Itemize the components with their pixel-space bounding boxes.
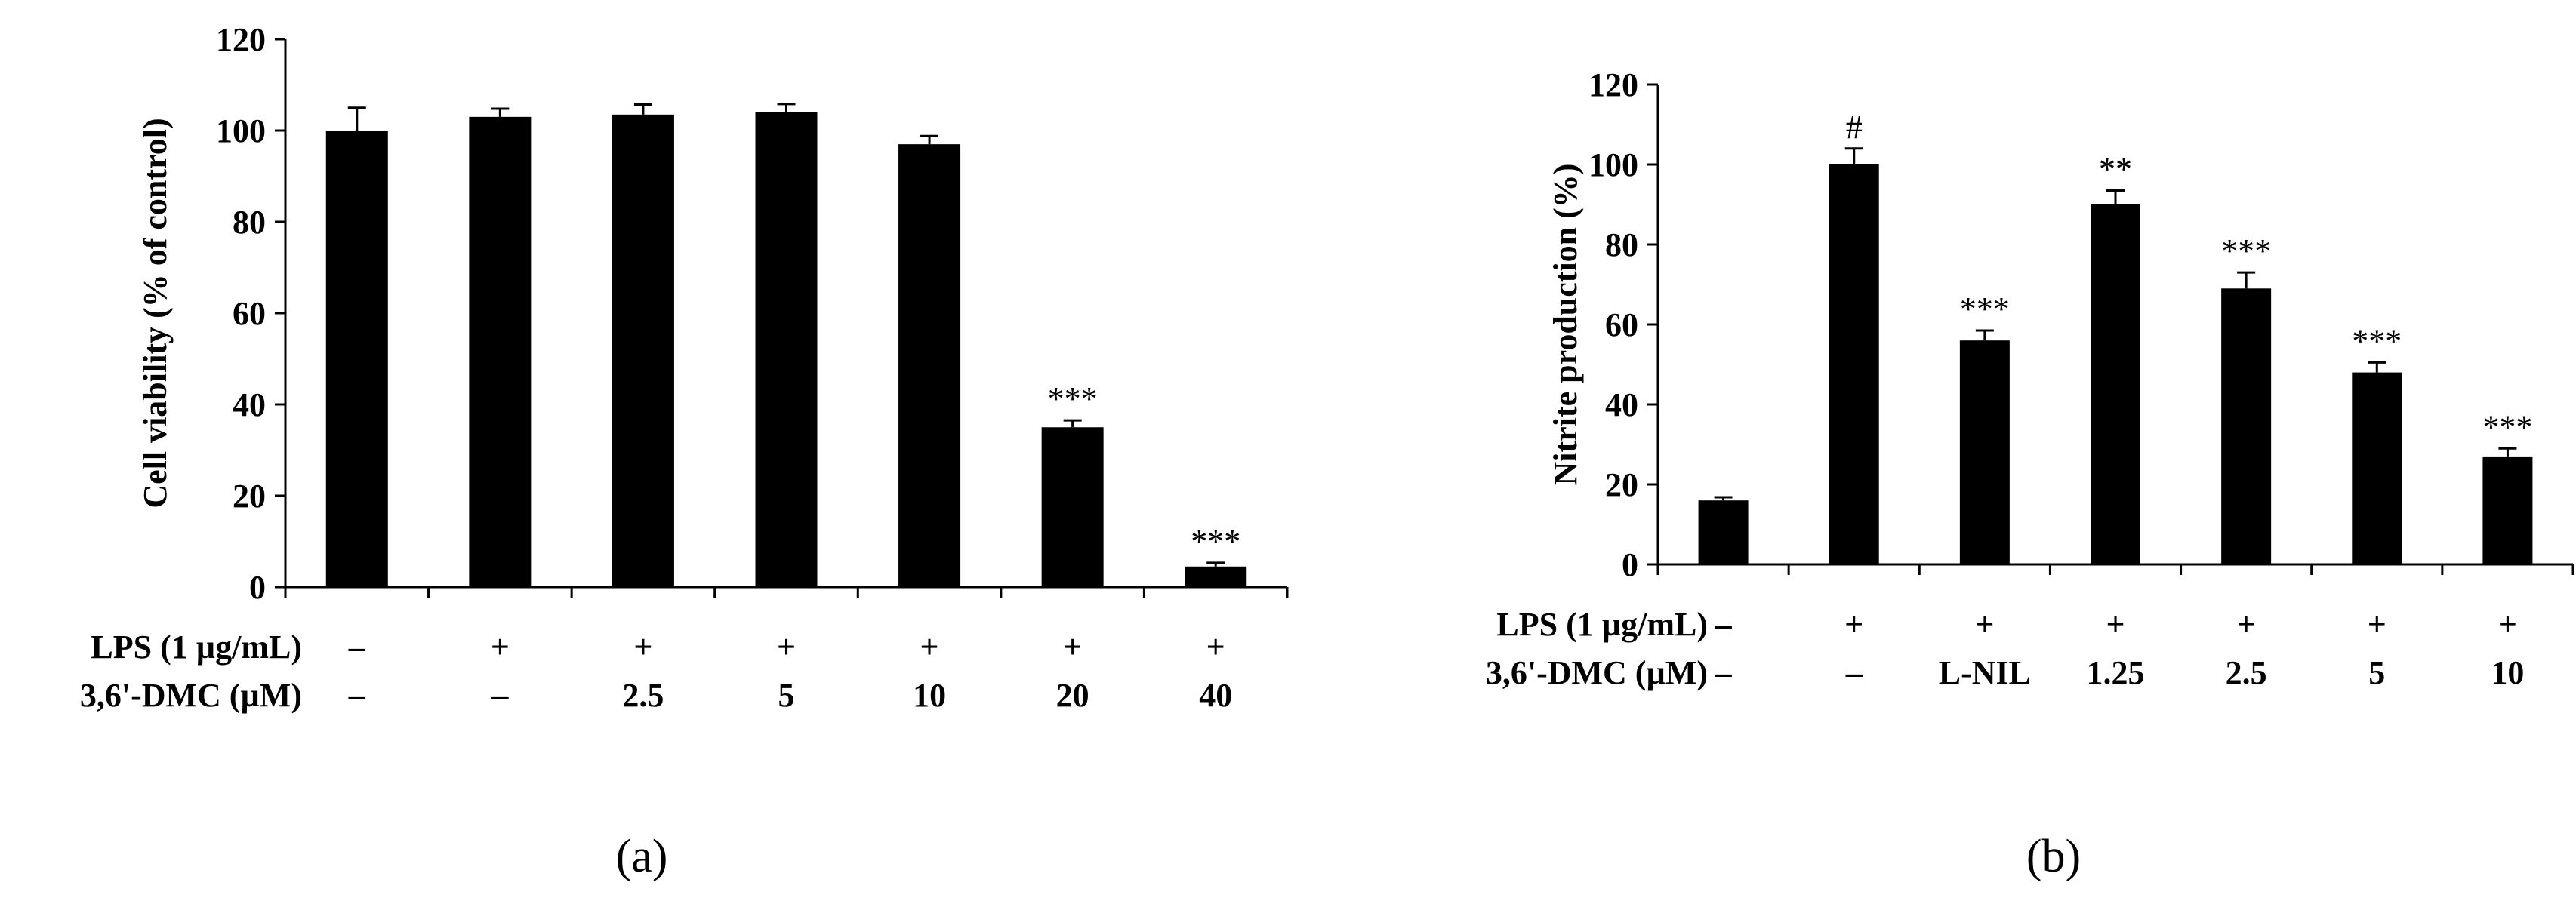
bar <box>2221 288 2272 564</box>
bar <box>2352 372 2402 564</box>
significance-marker: *** <box>1960 291 2010 327</box>
condition-value: 2.5 <box>622 677 664 714</box>
condition-value: + <box>1844 606 1863 643</box>
condition-value: + <box>491 629 510 666</box>
chart-a-cell-viability: 0 20 40 60 80 100 120 *** *** Cell viability (% o… <box>80 21 1289 882</box>
bar <box>2482 456 2533 564</box>
y-tick-label: 60 <box>1605 306 1638 343</box>
y-tick-label: 20 <box>233 478 266 515</box>
condition-value: + <box>2498 606 2517 643</box>
condition-row-label: 3,6'-DMC (µM) <box>80 677 302 714</box>
y-tick-label: 80 <box>233 204 266 241</box>
condition-value: + <box>1975 606 1994 643</box>
significance-marker: *** <box>2221 232 2271 269</box>
y-tick-label: 0 <box>249 569 266 606</box>
bar <box>469 116 532 588</box>
bar <box>898 144 961 587</box>
condition-value: 40 <box>1199 677 1232 714</box>
significance-marker: *** <box>1048 380 1098 417</box>
bar <box>1698 500 1749 564</box>
y-tick-label: 100 <box>1588 146 1638 183</box>
y-tick-label: 0 <box>1622 546 1638 583</box>
y-tick-label: 40 <box>1605 386 1638 423</box>
condition-value: + <box>2368 606 2386 643</box>
y-tick-label: 20 <box>1605 466 1638 503</box>
bar <box>1829 164 1879 564</box>
condition-value: – <box>348 629 366 666</box>
y-tick-label: 40 <box>233 386 266 423</box>
panel-label: (a) <box>616 831 668 882</box>
significance-marker: ** <box>2099 150 2132 187</box>
condition-value: 20 <box>1056 677 1089 714</box>
condition-value: L-NIL <box>1939 654 2031 691</box>
condition-value: + <box>777 629 796 666</box>
condition-value: – <box>1715 606 1733 643</box>
bar <box>1959 340 2010 564</box>
condition-value: + <box>2106 606 2125 643</box>
y-tick-label: 60 <box>233 295 266 332</box>
condition-value: 2.5 <box>2226 654 2267 691</box>
condition-value: – <box>491 677 509 714</box>
bar <box>755 112 818 588</box>
condition-value: + <box>633 629 652 666</box>
y-axis-label: Nitrite production (%) <box>1547 164 1584 486</box>
condition-row-label: LPS (1 µg/mL) <box>1496 606 1708 643</box>
condition-value: + <box>920 629 939 666</box>
y-tick-label: 120 <box>216 21 266 58</box>
condition-value: + <box>1063 629 1082 666</box>
condition-value: 10 <box>2491 654 2524 691</box>
condition-value: – <box>1845 654 1863 691</box>
condition-row-label: LPS (1 µg/mL) <box>91 629 302 666</box>
condition-value: 1.25 <box>2087 654 2145 691</box>
bar <box>2091 204 2140 564</box>
bar <box>1041 427 1104 587</box>
condition-value: 5 <box>2368 654 2385 691</box>
significance-marker: *** <box>1191 523 1240 560</box>
condition-row-label: 3,6'-DMC (µM) <box>1486 654 1708 691</box>
panel-label: (b) <box>2026 831 2081 882</box>
condition-value: + <box>1206 629 1225 666</box>
bar <box>612 114 674 587</box>
significance-marker: *** <box>2482 408 2532 445</box>
condition-value: 5 <box>778 677 795 714</box>
significance-marker: *** <box>2352 322 2402 359</box>
condition-value: + <box>2237 606 2256 643</box>
bar <box>325 131 388 587</box>
y-tick-label: 100 <box>216 112 266 149</box>
condition-value: 10 <box>913 677 946 714</box>
condition-value: – <box>1715 654 1733 691</box>
significance-marker: # <box>1846 109 1863 146</box>
condition-value: – <box>348 677 366 714</box>
y-axis-label: Cell viability (% of control) <box>137 118 174 508</box>
y-tick-label: 120 <box>1588 66 1638 103</box>
bar <box>1185 566 1247 587</box>
y-tick-label: 80 <box>1605 226 1638 263</box>
